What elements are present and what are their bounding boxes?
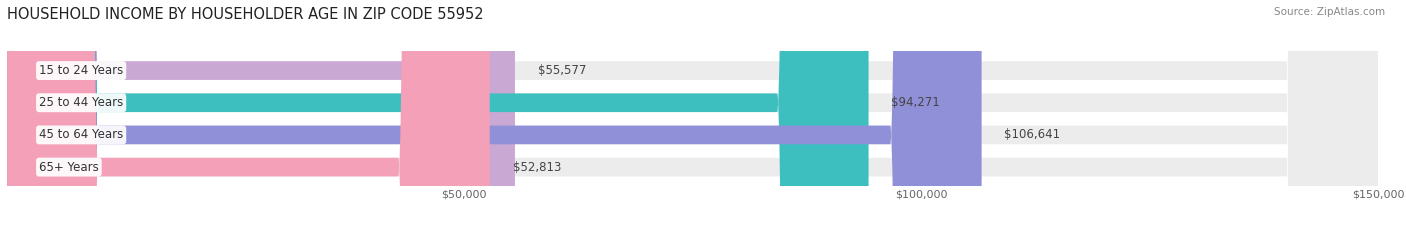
Text: 45 to 64 Years: 45 to 64 Years <box>39 128 124 141</box>
FancyBboxPatch shape <box>7 0 1378 233</box>
FancyBboxPatch shape <box>7 0 869 233</box>
Text: HOUSEHOLD INCOME BY HOUSEHOLDER AGE IN ZIP CODE 55952: HOUSEHOLD INCOME BY HOUSEHOLDER AGE IN Z… <box>7 7 484 22</box>
Text: 25 to 44 Years: 25 to 44 Years <box>39 96 124 109</box>
FancyBboxPatch shape <box>7 0 981 233</box>
FancyBboxPatch shape <box>7 0 489 233</box>
FancyBboxPatch shape <box>7 0 1378 233</box>
Text: 15 to 24 Years: 15 to 24 Years <box>39 64 124 77</box>
FancyBboxPatch shape <box>7 0 515 233</box>
Text: $106,641: $106,641 <box>1004 128 1060 141</box>
FancyBboxPatch shape <box>7 0 1378 233</box>
Text: $94,271: $94,271 <box>891 96 941 109</box>
Text: Source: ZipAtlas.com: Source: ZipAtlas.com <box>1274 7 1385 17</box>
Text: $52,813: $52,813 <box>513 161 561 174</box>
FancyBboxPatch shape <box>7 0 1378 233</box>
Text: $55,577: $55,577 <box>538 64 586 77</box>
Text: 65+ Years: 65+ Years <box>39 161 98 174</box>
